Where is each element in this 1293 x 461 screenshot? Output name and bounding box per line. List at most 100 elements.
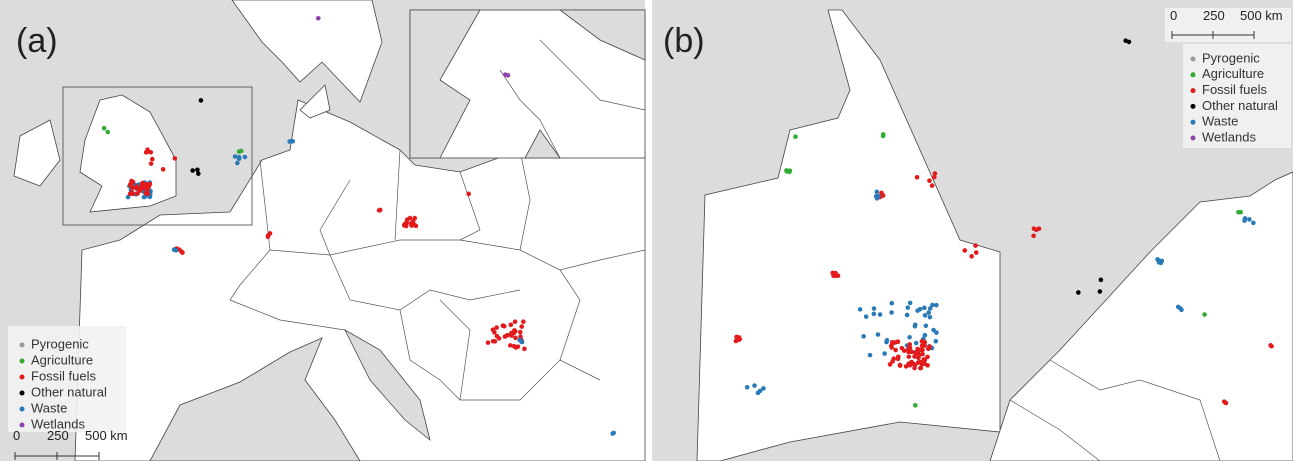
source-point [515,344,521,349]
source-point [522,346,527,352]
source-point [265,233,271,238]
source-point [494,333,500,339]
source-point [863,314,869,319]
source-point [908,349,914,355]
source-point [884,339,889,345]
legend-label: Other natural [31,384,107,399]
source-point [508,322,514,328]
source-point [874,189,880,195]
source-point [142,185,148,191]
source-point [857,307,863,312]
source-point [232,154,238,159]
legend-swatch [19,374,25,380]
source-point [290,138,296,144]
panel-label: (b) [663,22,705,60]
source-point [916,355,921,361]
source-point [141,182,147,187]
source-point [875,332,881,337]
source-point [831,273,836,279]
source-point [315,15,321,21]
source-point [912,322,918,328]
source-point [1097,289,1103,294]
scale-bar-label: 250 [47,428,69,443]
legend-label: Wetlands [31,416,85,431]
source-point [876,193,881,199]
legend-label: Waste [31,400,67,415]
source-point [1202,312,1207,317]
legend-box [8,326,126,432]
source-point [410,219,416,224]
source-point [903,364,909,369]
source-point [934,302,939,308]
source-point [238,148,244,154]
legend-swatch [1190,72,1196,78]
scale-bar-label: 0 [13,428,20,443]
scale-bar-label: 500 km [1240,8,1283,23]
source-point [927,178,932,183]
source-point [915,360,921,365]
source-point [867,352,873,358]
source-point [1031,226,1037,231]
scale-bar-box [1165,8,1291,42]
source-point [511,343,517,349]
source-point [130,185,135,191]
source-point [148,161,154,166]
source-point [787,168,793,173]
scale-bar-label: 0 [1170,8,1177,23]
source-point [913,340,919,346]
source-point [1175,304,1181,310]
source-point [195,167,200,173]
legend-swatch [19,406,25,412]
source-point [932,171,938,176]
source-point [1223,400,1229,406]
source-point [922,343,927,348]
source-point [899,345,905,351]
source-point [242,154,248,160]
source-point [907,345,913,351]
source-point [914,175,920,180]
source-point [922,332,928,338]
source-point [172,247,178,253]
scale-bar-label: 500 km [85,428,128,443]
legend-label: Fossil fuels [31,368,97,383]
source-point [895,339,901,344]
legend-label: Fossil fuels [1202,82,1268,97]
source-point [927,344,933,350]
source-point [127,191,133,197]
source-point [918,365,923,371]
source-point [922,361,927,367]
source-point [932,174,937,180]
source-point [129,178,134,184]
source-point [127,182,133,187]
source-point [893,347,898,353]
source-point [611,430,616,436]
source-point [512,319,518,325]
source-point [744,384,750,390]
source-point [505,332,510,338]
source-point [148,150,154,155]
source-point [890,359,895,364]
source-point [920,347,925,353]
source-point [196,171,201,176]
source-point [149,156,155,162]
source-point [916,347,921,353]
source-point [871,311,877,317]
source-point [921,357,927,362]
panel-label: (a) [16,22,58,60]
source-point [969,254,974,259]
source-point [784,168,789,173]
legend-swatch [1190,88,1196,94]
source-point [930,302,935,308]
scale-bar-label: 250 [1203,8,1225,23]
source-point [912,403,918,408]
source-point [105,129,111,135]
source-point [1076,290,1081,295]
source-point [895,354,901,360]
source-point [1269,343,1274,349]
source-point [135,191,140,196]
source-point [1247,217,1252,222]
source-point [909,359,914,365]
source-point [915,308,920,313]
source-point [923,323,929,329]
